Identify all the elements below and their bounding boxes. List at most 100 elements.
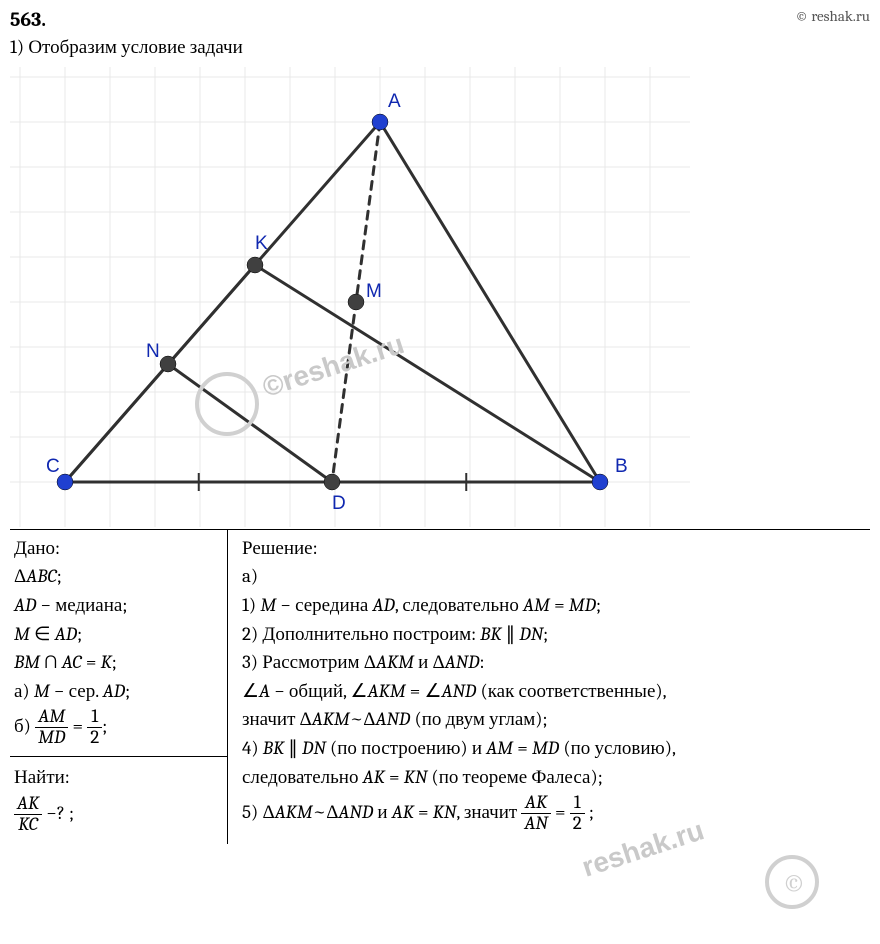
- txt: = ∠: [406, 680, 442, 702]
- txt: A: [259, 680, 270, 702]
- txt: =: [550, 594, 569, 616]
- txt: AND: [376, 708, 411, 730]
- txt: ;: [596, 594, 601, 616]
- find-expr: AK KC −? ;: [14, 794, 217, 835]
- txt: (по двум углам);: [410, 708, 547, 730]
- svg-text:D: D: [332, 493, 346, 514]
- txt: AKM: [368, 680, 406, 702]
- page: 563. © reshak.ru 1) Отобразим условие за…: [0, 0, 880, 850]
- sol-3a: 3) Рассмотрим ΔAKM и ΔAND:: [242, 650, 864, 676]
- txt: −? ;: [42, 802, 74, 824]
- txt: ∥: [284, 737, 302, 759]
- txt: и Δ: [414, 651, 445, 673]
- txt: M: [260, 594, 276, 616]
- txt: Δ: [14, 565, 26, 587]
- txt: ABC: [26, 565, 57, 587]
- txt: а): [14, 680, 34, 702]
- step-1-title: 1) Отобразим условие задачи: [10, 35, 870, 61]
- divider: [10, 756, 227, 757]
- denom: 2: [570, 813, 585, 834]
- watermark-circle-icon: [765, 855, 819, 909]
- txt: ~Δ: [313, 801, 339, 823]
- txt: , следовательно: [395, 594, 523, 616]
- txt: AK: [392, 801, 414, 823]
- txt: 2) Дополнительно построим:: [242, 623, 480, 645]
- txt: =: [82, 651, 101, 673]
- solution-two-column: Дано: ΔABC; AD − медиана; M ∈ AD; BM ∩ A…: [10, 529, 870, 844]
- txt: MD: [532, 737, 559, 759]
- txt: ∥: [501, 623, 519, 645]
- fraction: 1 2: [87, 707, 102, 748]
- txt: ;: [57, 565, 62, 587]
- given-l2: AD − медиана;: [14, 593, 217, 619]
- txt: KN: [404, 766, 428, 788]
- sol-5: 5) ΔAKM~ΔAND и AK = KN, значит AK AN = 1…: [242, 793, 864, 834]
- txt: (как соответственные),: [476, 680, 666, 702]
- numer: 1: [570, 793, 585, 813]
- txt: K: [101, 651, 112, 673]
- txt: AM: [523, 594, 550, 616]
- txt: AC: [62, 651, 82, 673]
- header-row: 563. © reshak.ru: [10, 6, 870, 33]
- txt: − медиана;: [36, 594, 127, 616]
- txt: DN: [302, 737, 326, 759]
- txt: ;: [543, 623, 548, 645]
- copyright-text: © reshak.ru: [795, 6, 870, 26]
- txt: AD: [14, 594, 36, 616]
- diagram-svg: ABCDMKN: [10, 67, 690, 527]
- txt: =: [513, 737, 532, 759]
- numer: AM: [35, 707, 68, 727]
- given-l5: а) M − сер. AD;: [14, 679, 217, 705]
- txt: 3) Рассмотрим Δ: [242, 651, 376, 673]
- svg-text:N: N: [146, 341, 160, 362]
- txt: значит Δ: [242, 708, 312, 730]
- fraction: AM MD: [35, 707, 68, 748]
- fraction: 1 2: [570, 793, 585, 834]
- txt: − середина: [276, 594, 372, 616]
- given-column: Дано: ΔABC; AD − медиана; M ∈ AD; BM ∩ A…: [10, 530, 228, 844]
- denom: KC: [14, 814, 42, 835]
- sol-3b: ∠A − общий, ∠AKM = ∠AND (как соответстве…: [242, 679, 864, 705]
- solution-sub: a): [242, 564, 864, 590]
- numer: AK: [14, 794, 42, 814]
- txt: 1): [242, 594, 260, 616]
- txt: M: [14, 623, 30, 645]
- txt: KN: [433, 801, 457, 823]
- svg-text:K: K: [255, 233, 268, 254]
- given-l6: б) AM MD = 1 2 ;: [14, 707, 217, 748]
- txt: − сер.: [50, 680, 103, 702]
- denom: AN: [521, 813, 550, 834]
- fraction: AK KC: [14, 794, 42, 835]
- svg-text:A: A: [388, 91, 401, 112]
- denom: MD: [35, 727, 68, 748]
- txt: − общий, ∠: [270, 680, 368, 702]
- sol-2: 2) Дополнительно построим: BK ∥ DN;: [242, 622, 864, 648]
- txt: следовательно: [242, 766, 363, 788]
- txt: (по теореме Фалеса);: [427, 766, 602, 788]
- watermark-circle-icon: [195, 372, 259, 436]
- txt: M: [34, 680, 50, 702]
- numer: 1: [87, 707, 102, 727]
- txt: 5) Δ: [242, 801, 275, 823]
- txt: =: [555, 801, 570, 823]
- txt: AD: [373, 594, 395, 616]
- numer: AK: [521, 793, 550, 813]
- txt: ∈: [30, 623, 55, 645]
- txt: , значит: [456, 801, 521, 823]
- solution-title: Решение:: [242, 536, 864, 562]
- txt: ;: [585, 801, 594, 823]
- txt: =: [414, 801, 433, 823]
- problem-number: 563.: [10, 6, 46, 33]
- sol-4b: следовательно AK = KN (по теореме Фалеса…: [242, 765, 864, 791]
- txt: AM: [486, 737, 513, 759]
- txt: 4): [242, 737, 263, 759]
- find-title: Найти:: [14, 765, 217, 791]
- txt: DN: [519, 623, 543, 645]
- txt: AD: [103, 680, 125, 702]
- svg-text:M: M: [366, 281, 382, 302]
- svg-text:C: C: [46, 456, 60, 477]
- txt: MD: [569, 594, 596, 616]
- txt: AKM: [275, 801, 313, 823]
- txt: ∩: [40, 651, 62, 673]
- sol-4a: 4) BK ∥ DN (по построению) и AM = MD (по…: [242, 736, 864, 762]
